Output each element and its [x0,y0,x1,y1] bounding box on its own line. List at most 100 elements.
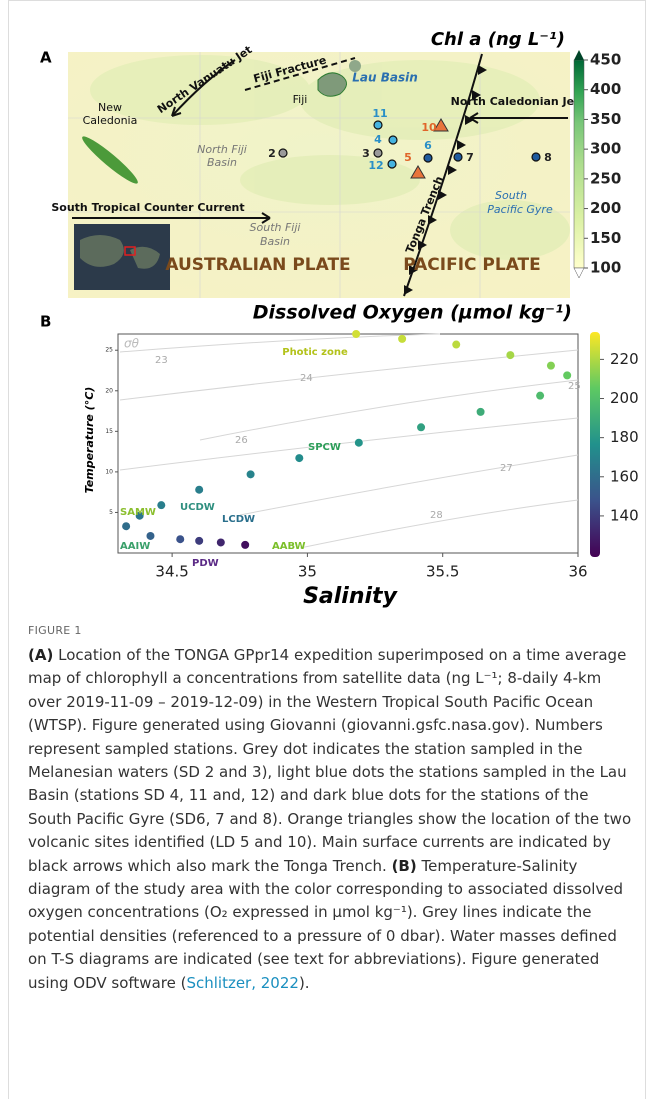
map-label: Fiji [293,93,308,106]
map-label: South [495,189,527,202]
station-label: 10 [421,121,437,134]
y-tick-label: 25 [105,347,113,354]
station-marker [532,153,540,161]
ts-point [217,538,225,546]
station-marker [374,149,382,157]
ts-point [352,330,360,338]
ts-point [563,371,571,379]
ts-point [477,408,485,416]
station-label: 11 [372,107,387,120]
map-label: South Tropical Counter Current [51,201,244,214]
colorbar-tick-label: 140 [610,506,639,524]
ts-point [547,362,555,370]
map-label: PACIFIC PLATE [403,255,541,275]
colorbar-tick-label: 100 [590,259,621,277]
ts-point [157,501,165,509]
map-label: Basin [207,156,237,169]
ts-point [506,351,514,359]
ts-point [398,335,406,343]
colorbar-tick-label: 300 [590,140,621,158]
water-mass-label: UCDW [180,502,215,513]
x-axis-label: Salinity [303,584,398,609]
ts-point [536,392,544,400]
x-tick-label: 34.5 [155,563,188,581]
station-marker [374,121,382,129]
map-label: North Caledonian Jet [451,95,580,108]
colorbar [574,60,584,268]
station-label: 4 [374,133,382,146]
ts-point [452,341,460,349]
colorbar-title: Dissolved Oxygen (µmol kg⁻¹) [253,302,572,324]
ts-point [195,486,203,494]
y-tick-label: 20 [105,387,113,394]
ts-point [176,535,184,543]
water-mass-label: LCDW [222,514,255,525]
density-label: 23 [155,355,168,366]
station-marker [389,136,397,144]
station-marker [388,160,396,168]
station-label: 7 [466,151,474,164]
map-label: Pacific Gyre [487,203,553,216]
map-label: AUSTRALIAN PLATE [165,255,350,275]
ts-point [417,423,425,431]
colorbar-title: Chl a (ng L⁻¹) [431,29,565,50]
colorbar-tick-label: 220 [610,350,639,368]
water-mass-label: Photic zone [282,347,348,358]
station-marker [424,154,432,162]
station-marker [279,149,287,157]
density-label: 27 [500,463,513,474]
station-label: 5 [404,151,412,164]
map-label: Lau Basin [352,71,418,85]
density-label: 25 [568,381,581,392]
x-tick-label: 35.5 [426,563,459,581]
x-tick-label: 36 [568,563,587,581]
colorbar-tick-label: 150 [590,229,621,247]
ts-point [122,522,130,530]
colorbar [590,332,600,557]
y-tick-label: 5 [109,509,113,516]
map-label: South Fiji [250,221,301,234]
y-tick-label: 15 [105,428,113,435]
colorbar-tick-label: 200 [590,199,621,217]
water-mass-label: PDW [192,558,219,569]
figure-label: FIGURE 1 [28,624,82,637]
caption-text: Temperature-Salinity diagram of the stud… [28,857,623,992]
y-tick-label: 10 [105,468,113,475]
plot-area [118,334,578,553]
x-tick-label: 35 [298,563,317,581]
station-marker [454,153,462,161]
density-label: 24 [300,373,313,384]
panel-label: A [40,49,52,67]
ts-point [146,532,154,540]
station-label: 2 [268,147,276,160]
colorbar-tick-label: 160 [610,467,639,485]
density-label: 26 [235,435,248,446]
colorbar-tick-label: 350 [590,110,621,128]
colorbar-extend [574,50,584,60]
ts-point [295,454,303,462]
caption-label: (A) [28,646,53,664]
caption: (A) Location of the TONGA GPpr14 expedit… [28,644,634,995]
caption-text: Location of the TONGA GPpr14 expedition … [28,646,631,875]
ts-point [355,439,363,447]
ts-point [195,537,203,545]
water-mass-label: SPCW [308,442,341,453]
colorbar-tick-label: 200 [610,389,639,407]
panel-label: B [40,313,51,331]
station-label: 12 [368,159,383,172]
map-label: Caledonia [83,114,138,127]
map-label: New [98,101,122,114]
ts-point [247,470,255,478]
ts-point [241,541,249,549]
station-label: 8 [544,151,552,164]
water-mass-label: SAMW [120,507,156,518]
density-label: 28 [430,510,443,521]
y-axis-label: Temperature (°C) [83,387,96,494]
water-mass-label: AAIW [120,541,150,552]
reference-link[interactable]: Schlitzer, 2022 [186,974,298,992]
colorbar-tick-label: 250 [590,169,621,187]
station-label: 6 [424,139,432,152]
map-label: Basin [260,235,290,248]
density-symbol: σθ [124,337,140,351]
